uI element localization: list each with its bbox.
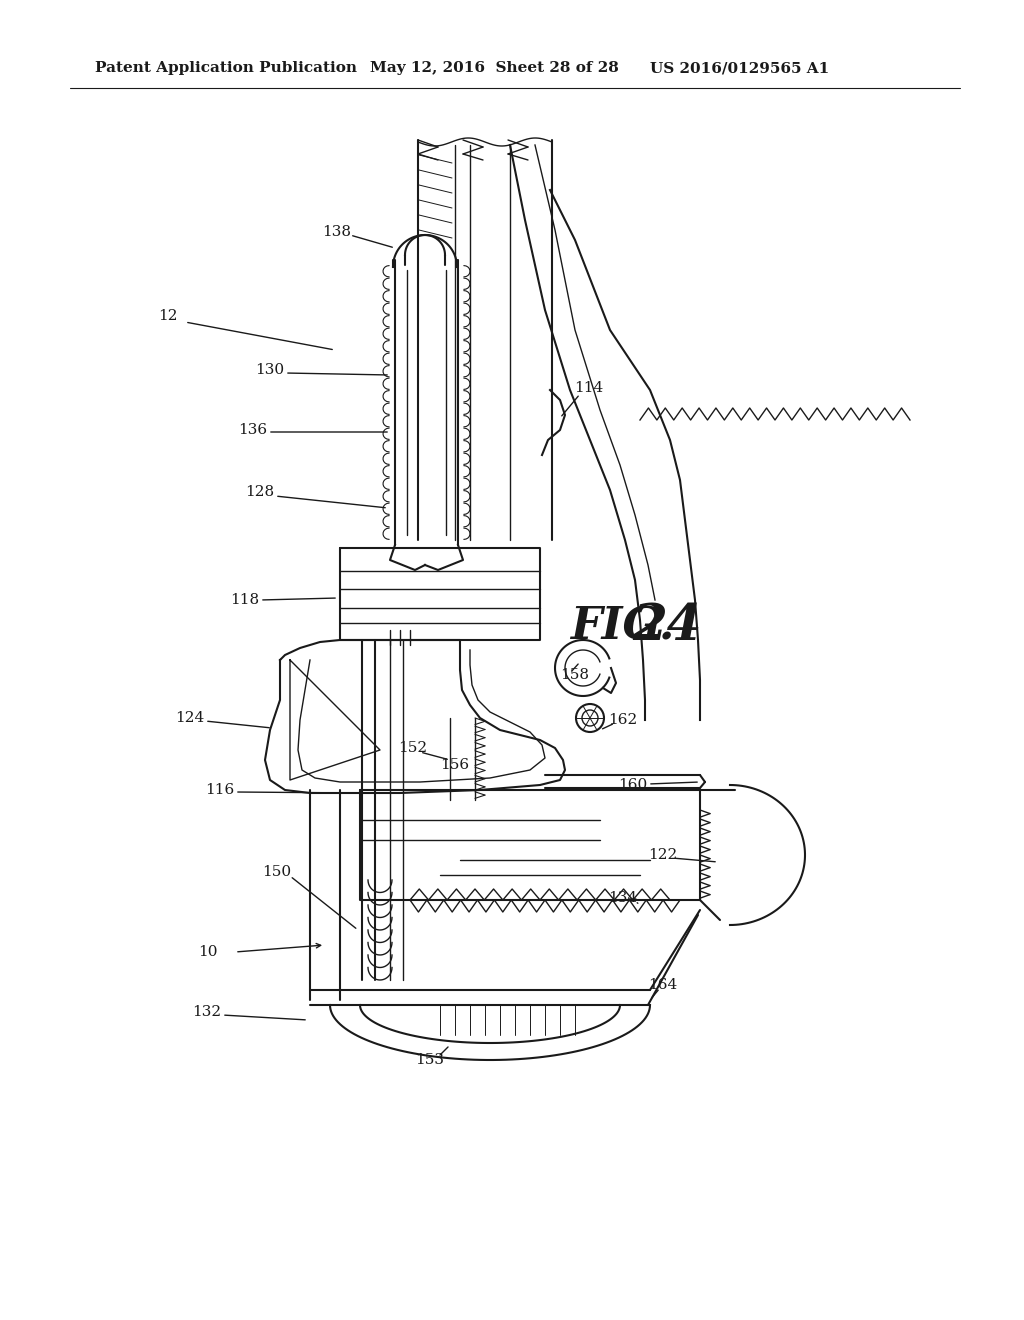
- Text: 24: 24: [632, 602, 701, 651]
- Text: 153: 153: [415, 1053, 444, 1067]
- Text: US 2016/0129565 A1: US 2016/0129565 A1: [650, 61, 829, 75]
- Text: 134: 134: [608, 891, 637, 906]
- Text: FIG.: FIG.: [570, 606, 675, 649]
- Text: 162: 162: [608, 713, 637, 727]
- Text: 12: 12: [158, 309, 177, 323]
- Text: 150: 150: [262, 865, 291, 879]
- Text: 164: 164: [648, 978, 677, 993]
- Text: Patent Application Publication: Patent Application Publication: [95, 61, 357, 75]
- Text: 10: 10: [198, 945, 217, 960]
- Text: 122: 122: [648, 847, 677, 862]
- Text: 124: 124: [175, 711, 204, 725]
- Text: 114: 114: [574, 381, 603, 395]
- Text: 158: 158: [560, 668, 589, 682]
- Text: 130: 130: [255, 363, 284, 378]
- Text: 116: 116: [205, 783, 234, 797]
- Text: 128: 128: [245, 484, 274, 499]
- Text: 160: 160: [618, 777, 647, 792]
- Text: 152: 152: [398, 741, 427, 755]
- Text: 136: 136: [238, 422, 267, 437]
- Text: May 12, 2016  Sheet 28 of 28: May 12, 2016 Sheet 28 of 28: [370, 61, 618, 75]
- Text: 118: 118: [230, 593, 259, 607]
- Text: 156: 156: [440, 758, 469, 772]
- Text: 138: 138: [322, 224, 351, 239]
- Text: 132: 132: [193, 1005, 221, 1019]
